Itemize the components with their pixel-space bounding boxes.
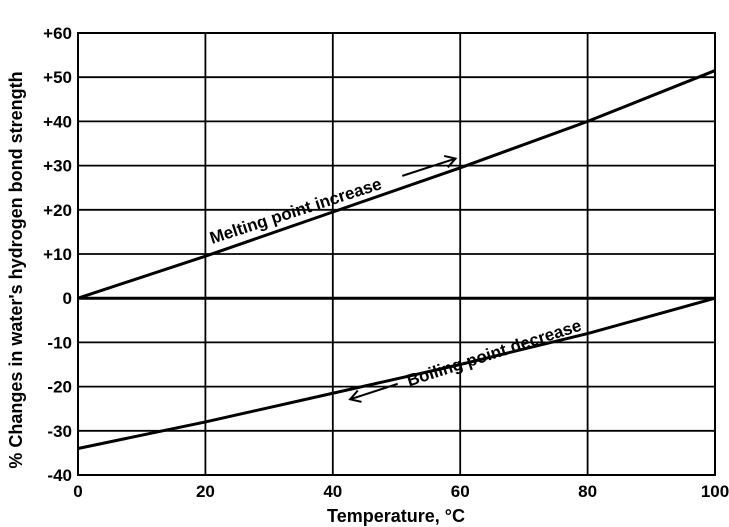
- y-tick-label: -40: [47, 466, 72, 485]
- grid: [77, 32, 716, 476]
- plot-frame: [77, 32, 716, 476]
- y-tick-label: +60: [43, 24, 72, 43]
- y-tick-label: -20: [47, 378, 72, 397]
- melting-arrow-head: [443, 154, 458, 169]
- x-tick-label: 80: [578, 482, 597, 501]
- x-tick-label: 20: [196, 482, 215, 501]
- melting-arrow-shaft: [401, 157, 456, 177]
- boiling-arrow-shaft: [349, 382, 399, 401]
- y-tick-label: +10: [43, 245, 72, 264]
- x-tick-label: 60: [451, 482, 470, 501]
- y-axis-label: % Changes in water's hydrogen bond stren…: [6, 71, 26, 468]
- y-tick-label: +50: [43, 68, 72, 87]
- boiling-annotation: Boiling point decrease: [348, 316, 584, 403]
- y-tick-label: -10: [47, 333, 72, 352]
- melting-annotation-label: Melting point increase: [207, 174, 384, 248]
- series-lines: [77, 69, 716, 450]
- x-tick-label: 100: [701, 482, 729, 501]
- x-tick-labels: 0 20 40 60 80 100: [73, 482, 729, 501]
- y-tick-label: +30: [43, 157, 72, 176]
- y-tick-label: 0: [63, 289, 72, 308]
- y-tick-label: -30: [47, 422, 72, 441]
- y-tick-label: +40: [43, 112, 72, 131]
- boiling-point-line: [77, 296, 716, 450]
- y-tick-label: +20: [43, 201, 72, 220]
- y-tick-labels: -40 -30 -20 -10 0 +10 +20 +30 +40 +50 +60: [43, 24, 72, 485]
- x-tick-label: 40: [323, 482, 342, 501]
- boiling-annotation-label: Boiling point decrease: [404, 316, 583, 390]
- melting-point-line: [77, 69, 716, 300]
- x-tick-label: 0: [73, 482, 82, 501]
- x-axis-label: Temperature, °C: [327, 506, 465, 526]
